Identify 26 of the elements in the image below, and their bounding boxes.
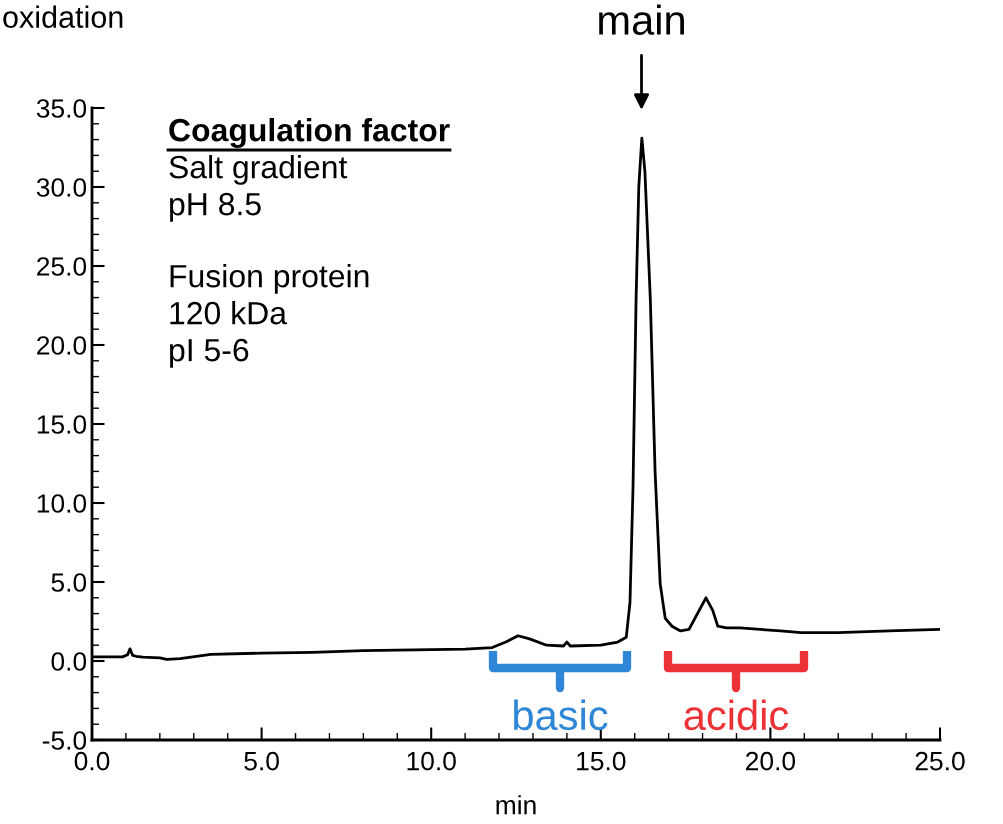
x-tick-label: 20.0 [746,751,796,771]
x-tick-label: 25.0 [915,751,965,771]
y-tick-label: -5.0 [42,731,87,750]
annotation: Fusion protein [170,264,369,294]
x-tick-label: 10.0 [407,751,456,771]
y-tick-label: 10.0 [37,494,87,513]
y-tick-label: 0.0 [51,652,87,671]
annotation: pI 5-6 [170,338,249,368]
y-tick-label: 35.0 [36,99,87,118]
annotation: acidic [684,699,789,731]
y-tick-label: 5.0 [51,573,87,592]
y-tick-label: 25.0 [37,257,87,276]
y-tick-label: 30.0 [36,178,87,197]
annotation: 120 kDa [170,301,287,325]
x-tick-label: 0.0 [74,751,110,771]
annotation: Salt gradient [169,155,348,185]
annotation: main [599,4,684,35]
annotation: basic [514,699,608,731]
x-axis-title: min [496,795,536,815]
y-tick-label: 15.0 [37,415,87,434]
x-tick-label: 15.0 [577,751,626,771]
annotation: pH 8.5 [170,192,261,222]
y-axis-title: oxidation [3,5,123,28]
annotation: Coagulation factor [169,118,450,148]
y-tick-label: 20.0 [37,336,87,355]
x-tick-label: 5.0 [244,751,279,771]
